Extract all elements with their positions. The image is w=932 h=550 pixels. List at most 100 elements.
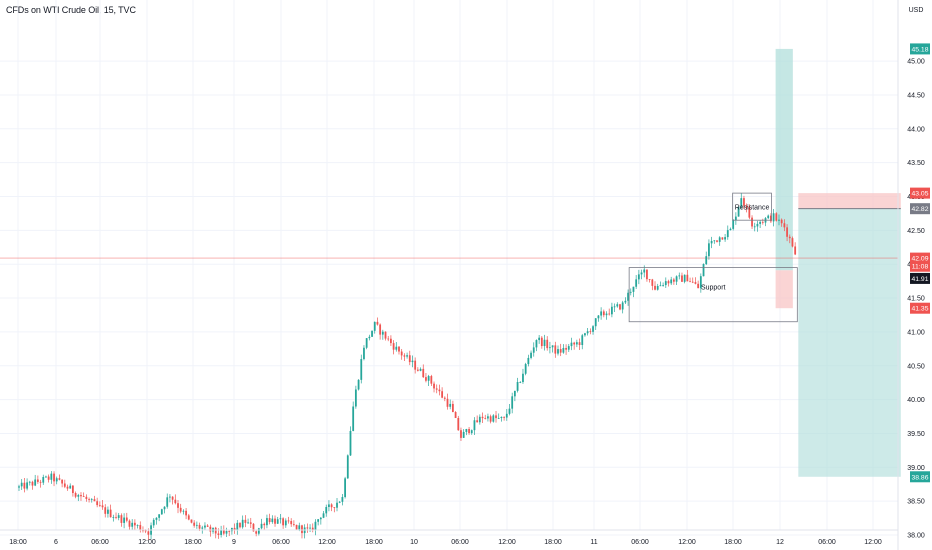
candle-body <box>257 528 260 534</box>
candle-body <box>18 486 20 488</box>
candle-body <box>198 524 201 529</box>
candle-body <box>659 285 662 287</box>
price-badge-label: 42.09 <box>911 256 928 263</box>
candle-body <box>290 521 293 525</box>
candle-body <box>761 221 764 223</box>
candle-body <box>740 198 743 207</box>
candle-body <box>619 304 621 310</box>
candle-body <box>20 482 23 487</box>
candle-body <box>422 368 425 378</box>
candle-body <box>513 390 516 397</box>
candle-body <box>47 476 50 480</box>
candle-body <box>50 473 53 480</box>
price-tick-label: 44.50 <box>907 92 925 99</box>
candle-body <box>433 383 435 389</box>
candle-body <box>214 527 217 534</box>
candle-body <box>282 518 285 526</box>
candle-body <box>390 338 392 344</box>
candle-body <box>708 243 710 257</box>
candle-body <box>586 331 589 334</box>
candle-body <box>344 478 346 498</box>
candle-body <box>195 524 198 526</box>
candle-body <box>527 357 530 365</box>
candle-body <box>177 503 179 508</box>
price-badge-label: 11:08 <box>912 264 929 271</box>
candle-body <box>182 510 185 512</box>
candle-body <box>716 240 718 242</box>
candle-body <box>174 499 177 504</box>
candle-body <box>710 240 713 244</box>
candle-body <box>158 514 161 518</box>
candle-body <box>233 527 236 530</box>
candle-body <box>284 520 287 526</box>
candle-body <box>451 403 454 413</box>
time-tick-label: 06:00 <box>631 539 649 546</box>
candle-body <box>249 522 252 524</box>
candle-body <box>718 237 721 242</box>
candle-body <box>454 412 457 419</box>
candle-body <box>484 418 487 419</box>
candle-body <box>500 416 503 418</box>
candle-body <box>425 377 427 381</box>
candle-body <box>217 533 220 535</box>
price-tick-label: 43.50 <box>907 160 925 167</box>
candle-body <box>403 355 406 357</box>
price-tick-label: 42.50 <box>907 228 925 235</box>
candle-body <box>80 495 82 497</box>
candle-body <box>241 519 244 528</box>
candle-body <box>287 520 290 522</box>
candle-body <box>492 415 495 422</box>
candle-body <box>651 279 654 286</box>
candle-body <box>206 525 209 527</box>
price-badge <box>910 302 930 314</box>
short-stop-zone <box>798 193 901 209</box>
candle-body <box>179 507 182 512</box>
candle-body <box>473 420 476 431</box>
candle-body <box>252 523 255 532</box>
candle-body <box>26 482 28 489</box>
candle-body <box>780 219 783 224</box>
candle-body <box>301 525 303 534</box>
candle-body <box>354 389 357 407</box>
candle-body <box>61 479 64 484</box>
candle-body <box>503 416 505 418</box>
price-tick-label: 45.00 <box>907 59 925 66</box>
price-axis-unit: USD <box>909 7 924 14</box>
candle-body <box>670 279 673 284</box>
time-tick-label: 06:00 <box>818 539 836 546</box>
candle-body <box>117 515 120 518</box>
candle-body <box>55 478 58 482</box>
candle-body <box>128 520 131 527</box>
candle-body <box>333 507 336 509</box>
price-badge-label: 43.05 <box>911 191 928 198</box>
candle-body <box>637 274 640 280</box>
candle-body <box>236 522 239 530</box>
candle-body <box>535 340 538 348</box>
price-tick-label: 40.50 <box>907 363 925 370</box>
candle-body <box>406 355 408 357</box>
candle-body <box>317 519 320 522</box>
candle-body <box>457 418 460 431</box>
candle-body <box>519 381 522 383</box>
time-tick-label: 18:00 <box>724 539 742 546</box>
time-tick-label: 18:00 <box>184 539 202 546</box>
price-tick-label: 41.50 <box>907 296 925 303</box>
price-badge <box>910 252 930 264</box>
candle-body <box>460 430 462 438</box>
candle-body <box>392 343 395 350</box>
support-box[interactable] <box>628 267 798 323</box>
candle-body <box>643 269 646 273</box>
candle-body <box>152 519 155 526</box>
candle-body <box>63 483 66 487</box>
candle-body <box>368 336 371 339</box>
candle-body <box>260 523 263 529</box>
time-tick-label: 12:00 <box>318 539 336 546</box>
candle-body <box>228 531 231 532</box>
resistance-box[interactable] <box>732 192 772 221</box>
candle-body <box>82 496 85 498</box>
candle-body <box>88 499 90 500</box>
candle-body <box>271 518 274 523</box>
candle-body <box>408 355 411 363</box>
time-tick-label: 12:00 <box>678 539 696 546</box>
